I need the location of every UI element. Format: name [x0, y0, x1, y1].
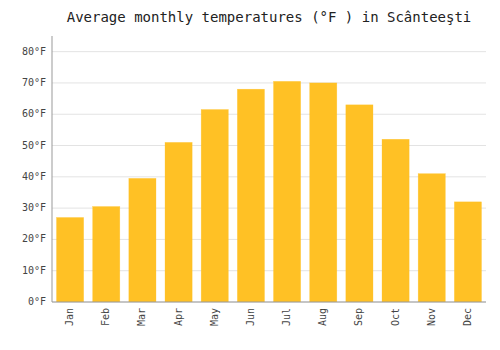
chart-title: Average monthly temperatures (°F ) in Sc… — [67, 9, 472, 25]
x-tick-label: Jul — [281, 308, 292, 326]
bar — [201, 110, 228, 302]
bar — [346, 105, 373, 302]
x-tick-label: Feb — [100, 308, 111, 326]
bar — [129, 178, 156, 302]
x-tick-label: Nov — [426, 308, 437, 326]
chart-container: Average monthly temperatures (°F ) in Sc… — [0, 0, 500, 350]
y-axis-line — [52, 36, 53, 302]
y-tick-label: 80°F — [22, 46, 46, 57]
bar — [57, 218, 84, 302]
x-tick-label: Aug — [317, 308, 328, 326]
y-tick-label: 0°F — [28, 296, 46, 307]
x-tick-label: Jan — [64, 308, 75, 326]
y-tick-label: 70°F — [22, 77, 46, 88]
x-tick-label: Dec — [462, 308, 473, 326]
y-tick-label: 30°F — [22, 202, 46, 213]
bar — [310, 83, 337, 302]
y-tick-label: 50°F — [22, 140, 46, 151]
x-axis-line — [52, 302, 486, 303]
bar — [274, 81, 301, 302]
bar — [237, 89, 264, 302]
bar — [382, 139, 409, 302]
x-tick-label: Mar — [136, 308, 147, 326]
grid-line — [52, 51, 486, 52]
x-tick-label: May — [209, 308, 220, 326]
bar — [93, 207, 120, 302]
x-tick-label: Apr — [173, 308, 184, 326]
page: {"chart_data": {"type": "bar", "title": … — [0, 0, 500, 350]
grid-line — [52, 145, 486, 146]
y-tick-labels: 0°F 10°F 20°F 30°F 40°F 50°F 60°F 70°F 80°F — [22, 46, 46, 307]
y-grid — [52, 52, 486, 302]
y-tick-label: 40°F — [22, 171, 46, 182]
bar — [165, 142, 192, 302]
x-tick-labels: Jan Feb Mar Apr May Jun Jul Aug Sep Oct Nov Dec — [64, 308, 473, 326]
bar — [418, 174, 445, 302]
x-tick-label: Sep — [353, 308, 364, 326]
grid-line — [52, 82, 486, 83]
bars — [57, 81, 482, 302]
bar — [454, 202, 481, 302]
y-tick-label: 10°F — [22, 265, 46, 276]
grid-line — [52, 302, 486, 303]
y-tick-label: 60°F — [22, 108, 46, 119]
y-tick-label: 20°F — [22, 233, 46, 244]
x-tick-label: Jun — [245, 308, 256, 326]
chart: Average monthly temperatures (°F ) in Sc… — [0, 0, 500, 350]
x-tick-label: Oct — [390, 308, 401, 326]
grid-line — [52, 114, 486, 115]
